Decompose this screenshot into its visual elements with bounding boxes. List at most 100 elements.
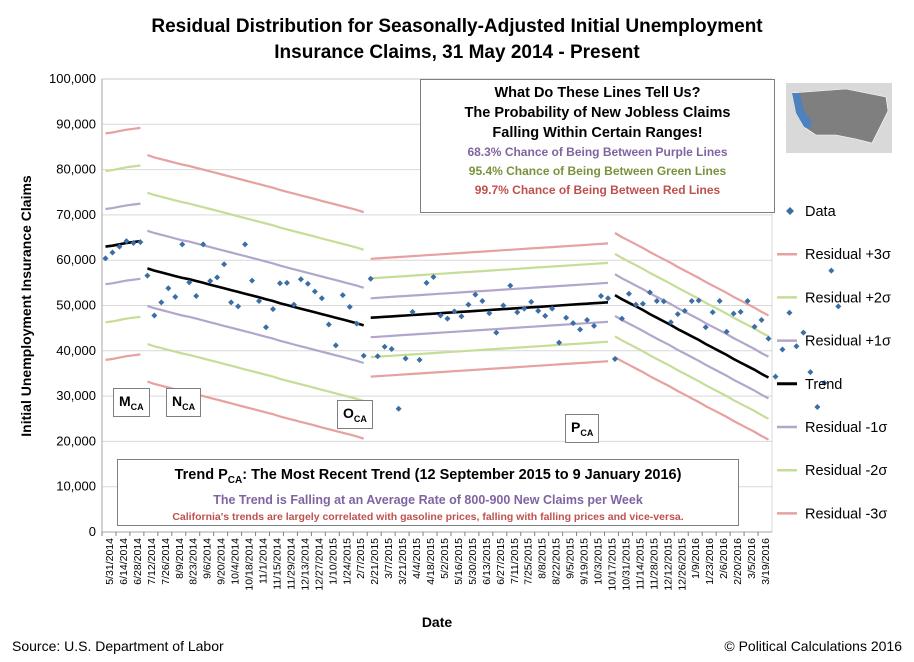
- band-m1-n: [147, 304, 365, 365]
- data-point: [821, 379, 828, 386]
- band-m1-m: [105, 277, 141, 286]
- x-tick-label: 10/31/2015: [620, 538, 632, 591]
- info-line2: The Probability of New Jobless Claims: [464, 105, 731, 121]
- legend-label: Residual -2σ: [805, 463, 887, 479]
- data-point: [235, 303, 242, 310]
- y-axis-title: Initial Unemployment Insurance Claims: [18, 175, 34, 437]
- data-point: [325, 321, 332, 328]
- band-p2-o: [370, 261, 609, 280]
- band-p1-o: [370, 281, 609, 300]
- segment-label-m: MCA: [113, 388, 150, 417]
- source-text: Source: U.S. Department of Labor: [12, 638, 224, 654]
- data-point: [123, 238, 130, 245]
- data-point: [604, 295, 611, 302]
- data-point: [556, 339, 563, 346]
- segment-label-p-main: P: [571, 419, 581, 435]
- data-point: [339, 292, 346, 299]
- data-point: [395, 405, 402, 412]
- data-point: [528, 298, 535, 305]
- data-point: [674, 311, 681, 318]
- x-tick-label: 8/8/2015: [537, 538, 549, 579]
- data-point: [723, 328, 730, 335]
- data-point: [263, 324, 270, 331]
- segment-label-p-sub: CA: [580, 427, 594, 438]
- trend-line-n: [147, 267, 365, 327]
- trend-box-line2: The Trend is Falling at an Average Rate …: [213, 492, 643, 507]
- y-tick-label: 80,000: [56, 162, 96, 177]
- x-tick-label: 11/28/2015: [648, 538, 660, 590]
- band-p1-p: [614, 273, 770, 358]
- data-point: [186, 279, 193, 286]
- data-point: [269, 306, 276, 313]
- trend-line-p: [614, 293, 770, 379]
- x-tick-label: 2/6/2016: [718, 538, 730, 579]
- data-point: [311, 288, 318, 295]
- data-point: [835, 303, 842, 310]
- data-point: [667, 319, 674, 326]
- info-line1: What Do These Lines Tell Us?: [494, 85, 701, 101]
- data-point: [228, 299, 235, 306]
- legend-label: Residual +2σ: [805, 290, 891, 306]
- chart-title-line1: Residual Distribution for Seasonally-Adj…: [151, 16, 763, 37]
- data-point: [451, 308, 458, 315]
- band-m3-o: [370, 360, 609, 378]
- data-point: [137, 239, 144, 246]
- x-tick-label: 7/11/2015: [509, 538, 521, 584]
- data-point: [423, 279, 430, 286]
- x-tick-label: 2/7/2015: [355, 538, 367, 579]
- y-tick-label: 30,000: [56, 388, 96, 403]
- data-point: [758, 316, 765, 323]
- legend-label: Residual -1σ: [805, 420, 887, 436]
- x-axis-title: Date: [422, 614, 453, 630]
- x-tick-label: 12/26/2015: [676, 538, 688, 591]
- data-point: [256, 297, 263, 304]
- data-point: [388, 345, 395, 352]
- data-point: [493, 329, 500, 336]
- data-point: [751, 323, 758, 330]
- data-point: [618, 315, 625, 322]
- data-point: [102, 255, 109, 262]
- data-point: [416, 356, 423, 363]
- legend-label: Trend: [805, 377, 842, 393]
- data-point: [444, 315, 451, 322]
- band-m3-m: [105, 353, 141, 361]
- data-point: [598, 292, 605, 299]
- data-point: [563, 314, 570, 321]
- data-point: [639, 300, 646, 307]
- data-point: [744, 297, 751, 304]
- band-m1-p: [614, 314, 770, 400]
- x-tick-label: 7/25/2015: [523, 538, 535, 585]
- data-point: [151, 312, 158, 319]
- x-tick-label: 7/26/2014: [160, 538, 172, 585]
- band-p2-p: [614, 252, 770, 338]
- data-point: [374, 353, 381, 360]
- data-point: [402, 355, 409, 362]
- x-tick-label: 4/4/2015: [411, 538, 423, 579]
- data-point: [346, 303, 353, 310]
- y-tick-label: 60,000: [56, 252, 96, 267]
- data-point: [828, 267, 835, 274]
- data-point: [625, 290, 632, 297]
- band-m2-p: [614, 335, 770, 420]
- y-tick-label: 90,000: [56, 116, 96, 131]
- data-point: [646, 289, 653, 296]
- info-box: What Do These Lines Tell Us? The Probabi…: [420, 79, 775, 213]
- data-point: [221, 261, 228, 268]
- segment-label-o-sub: CA: [353, 413, 367, 424]
- trend-title-prefix: Trend P: [174, 467, 228, 483]
- data-point: [521, 305, 528, 312]
- data-point: [807, 369, 814, 376]
- copyright-text: © Political Calculations 2016: [724, 638, 902, 654]
- data-point: [458, 313, 465, 320]
- x-tick-label: 2/21/2015: [369, 538, 381, 585]
- legend-swatch: [786, 207, 794, 215]
- data-point: [158, 299, 165, 306]
- data-point: [214, 274, 221, 281]
- data-point: [695, 297, 702, 304]
- data-point: [730, 310, 737, 317]
- data-point: [688, 297, 695, 304]
- x-tick-label: 10/18/2014: [244, 538, 256, 591]
- data-point: [507, 282, 514, 289]
- y-tick-label: 50,000: [56, 298, 96, 313]
- data-point: [709, 309, 716, 316]
